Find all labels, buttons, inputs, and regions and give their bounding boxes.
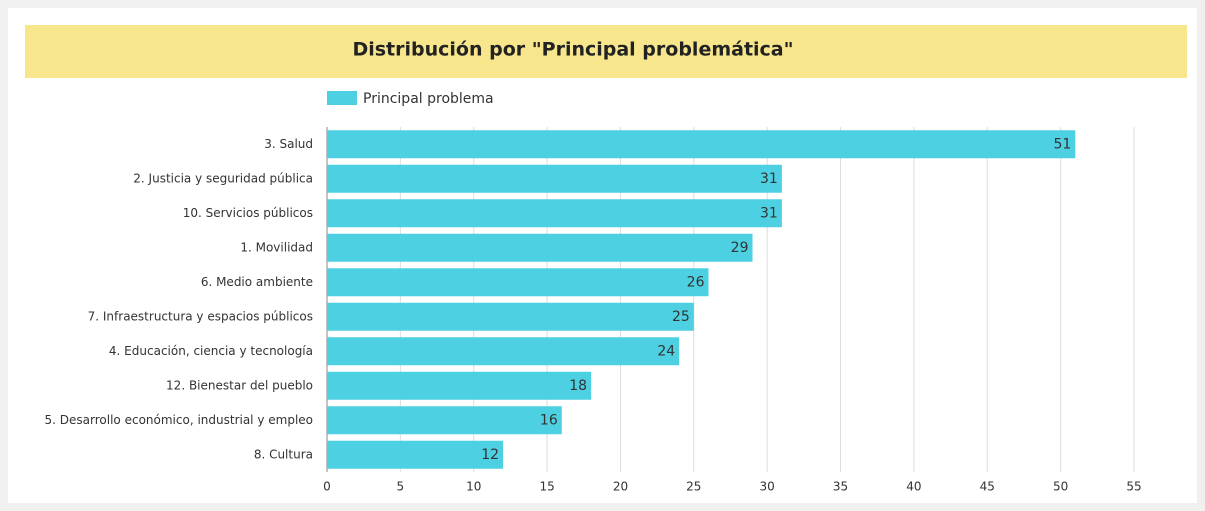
x-tick-label: 30 (760, 480, 775, 494)
x-tick-label: 20 (613, 480, 628, 494)
y-tick-label: 1. Movilidad (240, 240, 313, 254)
value-label: 12 (481, 447, 499, 463)
value-label: 51 (1053, 136, 1071, 152)
y-tick-label: 6. Medio ambiente (201, 275, 313, 289)
x-tick-label: 35 (833, 480, 848, 494)
x-tick-label: 40 (906, 480, 921, 494)
y-tick-label: 10. Servicios públicos (183, 206, 313, 220)
bar (327, 337, 680, 366)
y-tick-label: 8. Cultura (254, 447, 313, 461)
value-label: 26 (687, 274, 705, 290)
y-tick-label: 7. Infraestructura y espacios públicos (88, 309, 313, 323)
x-tick-label: 55 (1126, 480, 1141, 494)
y-tick-label: 2. Justicia y seguridad pública (133, 171, 313, 185)
value-label: 16 (540, 412, 558, 428)
x-tick-label: 25 (686, 480, 701, 494)
value-label: 29 (731, 240, 749, 256)
bar (327, 406, 562, 435)
x-tick-label: 10 (466, 480, 481, 494)
bar (327, 233, 753, 262)
bar (327, 164, 782, 193)
x-tick-label: 5 (397, 480, 405, 494)
x-tick-label: 15 (539, 480, 554, 494)
y-tick-label: 3. Salud (264, 137, 313, 151)
bar (327, 130, 1076, 159)
x-tick-label: 0 (323, 480, 331, 494)
bar (327, 371, 592, 400)
value-label: 31 (760, 205, 778, 221)
x-tick-label: 50 (1053, 480, 1068, 494)
bar (327, 440, 504, 469)
y-tick-label: 5. Desarrollo económico, industrial y em… (45, 413, 313, 427)
legend-label: Principal problema (363, 91, 494, 107)
value-label: 25 (672, 309, 690, 325)
chart-title: Distribución por "Principal problemática… (352, 39, 793, 61)
bar (327, 199, 782, 228)
y-tick-label: 12. Bienestar del pueblo (166, 378, 313, 392)
value-label: 18 (569, 378, 587, 394)
legend-swatch (327, 91, 357, 105)
bar (327, 268, 709, 297)
bar (327, 302, 694, 331)
y-tick-label: 4. Educación, ciencia y tecnología (109, 344, 313, 358)
value-label: 24 (657, 343, 675, 359)
value-label: 31 (760, 171, 778, 187)
x-tick-label: 45 (980, 480, 995, 494)
title-banner (25, 25, 1187, 78)
